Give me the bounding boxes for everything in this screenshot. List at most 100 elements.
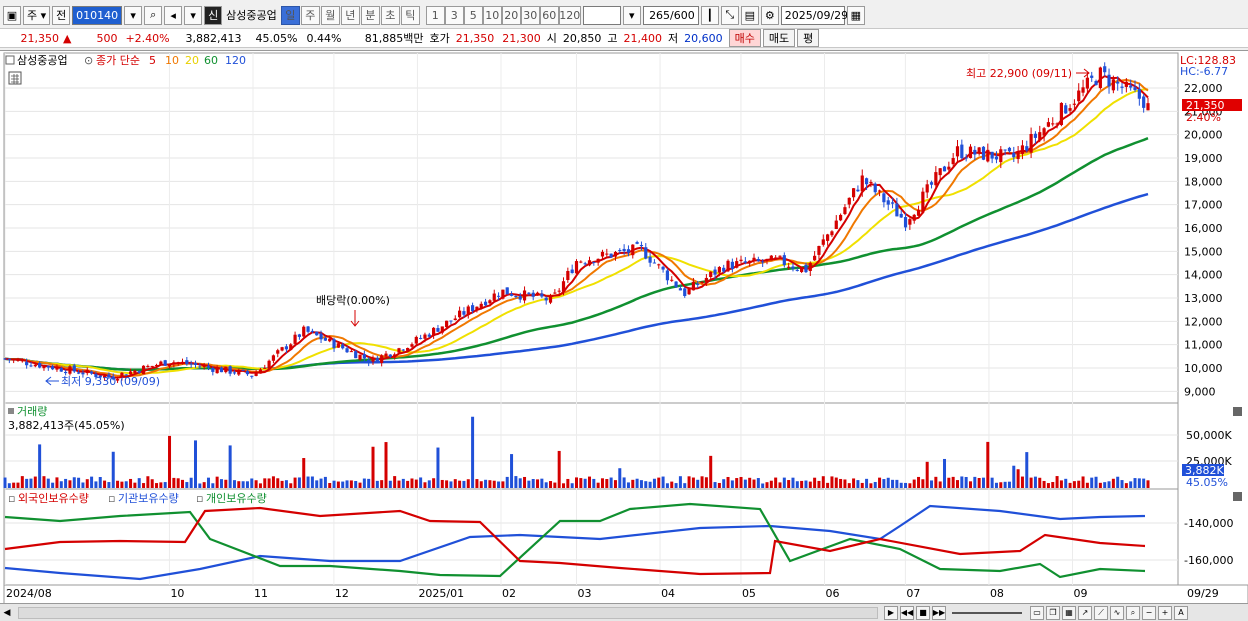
code-dropdown-icon[interactable]: ▾ [124, 5, 143, 25]
candle-body [328, 338, 332, 342]
scroll-left-icon[interactable]: ◀ [3, 607, 11, 618]
candle-body [778, 255, 782, 257]
copy-icon[interactable]: ❐ [1046, 605, 1060, 620]
minute-60[interactable]: 60 [539, 5, 559, 25]
candle-body [258, 369, 263, 374]
layout-icon[interactable]: ▣ [3, 5, 21, 25]
candle-body [219, 367, 224, 373]
volume-bar [1146, 480, 1150, 488]
volume-bar [38, 444, 42, 488]
prev-button[interactable]: 전 [52, 5, 71, 25]
legend-dot-icon: ▫ [196, 492, 203, 505]
dividend-annotation: 배당락(0.00%) [316, 294, 390, 307]
candle-body [81, 372, 85, 375]
stock-code-input[interactable]: 010140 [72, 5, 123, 25]
chart-area[interactable]: 22,000 21,000 20,000 19,000 18,000 17,000 16,0… [0, 50, 1248, 605]
date-input[interactable]: 2025/09/29 [780, 5, 848, 25]
volume-menu-icon[interactable] [8, 408, 14, 414]
candle-body [696, 283, 700, 285]
minute-5[interactable]: 5 [463, 5, 483, 25]
font-icon[interactable]: A [1174, 605, 1188, 620]
volume-bar [449, 481, 453, 488]
grid-icon[interactable]: ▦ [1062, 605, 1076, 620]
volume-bar [345, 480, 349, 488]
period-main-select[interactable]: 주 ▾ [23, 5, 51, 25]
line-icon[interactable]: ⟋ [1094, 605, 1108, 620]
candle-body [107, 374, 111, 378]
minute-30[interactable]: 30 [520, 5, 540, 25]
tab-second[interactable]: 초 [380, 5, 400, 25]
volume-bar [172, 477, 176, 488]
volume-current-tag [1182, 464, 1224, 476]
volume-bar [817, 480, 821, 488]
candle-body [483, 301, 488, 306]
zoom-out-icon[interactable]: − [1142, 605, 1156, 620]
volume-bar [293, 477, 297, 488]
tab-month[interactable]: 월 [320, 5, 340, 25]
volume-bar [397, 480, 401, 488]
volume-bar [1029, 477, 1033, 488]
volume-bar [743, 479, 747, 488]
candle-icon[interactable]: ┃ [700, 5, 719, 25]
minute-3[interactable]: 3 [444, 5, 464, 25]
volume-bar [830, 476, 834, 488]
stop-icon[interactable]: ■ [916, 605, 930, 620]
volume-bar [198, 483, 202, 488]
volume-bar [722, 479, 726, 488]
chart-svg[interactable]: 22,00021,00020,00019,00018,00017,00016,0… [0, 51, 1248, 605]
eval-button[interactable]: 평 [797, 29, 820, 47]
candle-body [16, 359, 20, 361]
count-input[interactable]: 265/600 [642, 5, 699, 25]
ma-gear-icon[interactable]: ⊙ [84, 54, 93, 67]
candle-body [470, 305, 475, 312]
volume-close-icon[interactable] [1233, 407, 1242, 416]
minute-1[interactable]: 1 [425, 5, 445, 25]
tab-day[interactable]: 일 [280, 5, 300, 25]
tab-minute[interactable]: 분 [360, 5, 380, 25]
candle-body [540, 293, 544, 297]
tab-week[interactable]: 주 [300, 5, 320, 25]
speaker-icon[interactable]: ◂ [164, 5, 183, 25]
volume-bar [453, 479, 457, 488]
window-icon[interactable]: ▭ [1030, 605, 1044, 620]
scroll-track[interactable] [18, 606, 878, 619]
sell-button[interactable]: 매도 [762, 29, 796, 47]
calendar-icon[interactable]: ▦ [846, 5, 865, 25]
volume-bar [176, 478, 180, 488]
volume-bar [735, 478, 739, 488]
volume-bar [895, 479, 899, 488]
search-icon[interactable]: ⌕ [144, 5, 163, 25]
panel-menu-icon[interactable] [5, 55, 15, 65]
custom-period-dropdown-icon[interactable]: ▾ [622, 5, 641, 25]
volume-bar [323, 476, 327, 488]
gear-icon[interactable]: ⚙ [760, 5, 779, 25]
tab-year[interactable]: 년 [340, 5, 360, 25]
candle-body [492, 293, 496, 301]
table-icon-grid [11, 74, 19, 84]
buy-button[interactable]: 매수 [728, 29, 761, 47]
custom-period-input[interactable] [582, 5, 621, 25]
turnover-pct: 0.44% [306, 31, 342, 45]
last-icon[interactable]: ▶▶ [932, 605, 946, 620]
volume-bar [912, 479, 916, 488]
draw-tool-icon[interactable]: ⤡ [720, 5, 739, 25]
tab-tick[interactable]: 틱 [400, 5, 420, 25]
first-icon[interactable]: ◀◀ [900, 605, 914, 620]
table-icon[interactable] [8, 71, 22, 85]
minute-10[interactable]: 10 [482, 5, 502, 25]
stock-name: 삼성중공업 [226, 9, 277, 22]
save-icon[interactable]: ▤ [740, 5, 759, 25]
search-zoom-icon[interactable]: ⌕ [1126, 605, 1140, 620]
candle-body [1124, 81, 1128, 87]
holdings-close-icon[interactable] [1233, 492, 1242, 501]
volume-bar [1120, 480, 1124, 488]
wave-icon[interactable]: ∿ [1110, 605, 1124, 620]
minute-20[interactable]: 20 [501, 5, 521, 25]
draw-icon[interactable]: ↗ [1078, 605, 1092, 620]
zoom-in-icon[interactable]: + [1158, 605, 1172, 620]
scroll-right-icon[interactable]: ▶ [884, 605, 898, 620]
minute-120[interactable]: 120 [558, 5, 581, 25]
zoom-slider[interactable] [952, 611, 1022, 614]
dropdown-icon[interactable]: ▾ [184, 5, 203, 25]
candle-body [98, 375, 102, 378]
